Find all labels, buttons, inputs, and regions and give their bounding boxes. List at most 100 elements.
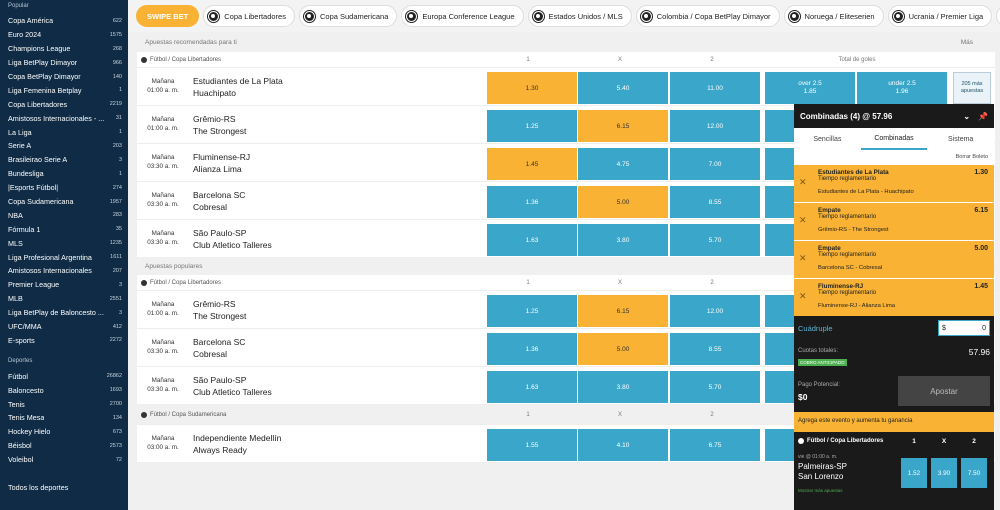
sidebar-item[interactable]: MLS 1235 [0, 236, 128, 250]
tab-combinadas[interactable]: Combinadas [860, 128, 928, 150]
sidebar-item[interactable]: Amistosos Internacionales 207 [0, 264, 128, 278]
sidebar-item[interactable]: Champions League 268 [0, 42, 128, 56]
odd-button[interactable]: 5.00 [578, 186, 668, 218]
league-tab[interactable]: Estados Unidos / MLS [527, 5, 632, 27]
odd-button[interactable]: 1.25 [487, 295, 577, 327]
match-teams[interactable]: Independiente Medellín Always Ready [193, 432, 281, 456]
league-tab[interactable]: Egipto / E [996, 5, 1000, 27]
clear-slip-button[interactable]: Borrar Boleto [955, 154, 988, 160]
match-teams[interactable]: Barcelona SC Cobresal [193, 336, 245, 360]
sidebar-item[interactable]: Tenis 2700 [0, 397, 128, 411]
odd-button-under[interactable]: under 2.5 1.96 [857, 72, 947, 104]
odd-button[interactable]: 6.15 [578, 110, 668, 142]
place-bet-button[interactable]: Apostar [898, 376, 990, 406]
odd-button[interactable]: 1.45 [487, 148, 577, 180]
sidebar-item[interactable]: Liga Profesional Argentina 1611 [0, 250, 128, 264]
sidebar-item[interactable]: Copa Sudamericana 1957 [0, 195, 128, 209]
sidebar-item[interactable]: Fórmula 1 35 [0, 222, 128, 236]
odd-button[interactable]: 1.52 [901, 458, 927, 488]
league-tab[interactable]: Noruega / Eliteserien [783, 5, 884, 27]
remove-selection-icon[interactable]: ✕ [799, 177, 807, 187]
sidebar-item[interactable]: Euro 2024 1575 [0, 28, 128, 42]
odd-button[interactable]: 6.75 [670, 429, 760, 461]
league-tab[interactable]: Colombia / Copa BetPlay Dimayor [635, 5, 780, 27]
sidebar-item[interactable]: |Esports Fútbol| 274 [0, 181, 128, 195]
odd-button[interactable]: 1.25 [487, 110, 577, 142]
sidebar-item[interactable]: Copa Libertadores 2219 [0, 97, 128, 111]
odd-button[interactable]: 4.75 [578, 148, 668, 180]
sidebar-item[interactable]: La Liga 1 [0, 125, 128, 139]
league-tab[interactable]: Ucrania / Premier Liga [887, 5, 993, 27]
sidebar-item[interactable]: Béisbol 2573 [0, 439, 128, 453]
sidebar-item[interactable]: UFC/MMA 412 [0, 320, 128, 334]
odd-button[interactable]: 1.36 [487, 333, 577, 365]
sidebar-item[interactable]: Hockey Hielo 673 [0, 425, 128, 439]
match-teams[interactable]: Barcelona SC Cobresal [193, 189, 245, 213]
sidebar-item[interactable]: Copa BetPlay Dimayor 140 [0, 70, 128, 84]
tab-sencillas[interactable]: Sencillas [813, 135, 842, 143]
sidebar-item-label: E-sports [8, 335, 35, 345]
chevron-down-icon[interactable]: ⌄ [963, 111, 971, 121]
odd-button[interactable]: 7.00 [670, 148, 760, 180]
sidebar-item-label: NBA [8, 210, 23, 220]
odd-button[interactable]: 3.80 [578, 224, 668, 256]
sidebar-item[interactable]: Copa América 622 [0, 14, 128, 28]
match-teams[interactable]: Grêmio-RS The Strongest [193, 298, 246, 322]
odd-button[interactable]: 3.90 [931, 458, 957, 488]
league-tab[interactable]: Europa Conference League [401, 5, 524, 27]
odd-button[interactable]: 5.70 [670, 224, 760, 256]
odd-button[interactable]: 5.00 [578, 333, 668, 365]
sidebar-item[interactable]: Tenis Mesa 134 [0, 411, 128, 425]
odd-button[interactable]: 8.55 [670, 186, 760, 218]
odd-button[interactable]: 1.63 [487, 224, 577, 256]
sidebar-item-label: Voleibol [8, 455, 34, 465]
league-tab[interactable]: Copa Libertadores [203, 5, 295, 27]
odd-button[interactable]: 5.40 [578, 72, 668, 104]
sidebar-item[interactable]: Liga BetPlay Dimayor 966 [0, 56, 128, 70]
odd-button[interactable]: 12.00 [670, 110, 760, 142]
odd-button[interactable]: 4.10 [578, 429, 668, 461]
match-teams[interactable]: Estudiantes de La Plata Huachipato [193, 75, 283, 99]
odd-button[interactable]: 5.70 [670, 371, 760, 403]
all-sports-link[interactable]: Todos los deportes [8, 483, 69, 492]
sidebar-item[interactable]: Voleibol 72 [0, 453, 128, 467]
remove-selection-icon[interactable]: ✕ [799, 215, 807, 225]
sidebar-item[interactable]: Premier League 3 [0, 278, 128, 292]
sidebar-item[interactable]: Brasileirao Serie A 3 [0, 153, 128, 167]
sidebar-item[interactable]: Liga BetPlay de Baloncesto ... 3 [0, 306, 128, 320]
odd-button[interactable]: 7.50 [961, 458, 987, 488]
odd-button[interactable]: 1.63 [487, 371, 577, 403]
odd-button[interactable]: 1.55 [487, 429, 577, 461]
more-link[interactable]: Más [960, 38, 973, 46]
remove-selection-icon[interactable]: ✕ [799, 253, 807, 263]
more-bets-button[interactable]: 205 más apuestas [953, 72, 991, 104]
sidebar-item[interactable]: MLB 2551 [0, 292, 128, 306]
sidebar-item[interactable]: Amistosos Internacionales - ... 31 [0, 111, 128, 125]
odd-button-over[interactable]: over 2.5 1.85 [765, 72, 855, 104]
sidebar-item[interactable]: Liga Femenina Betplay 1 [0, 83, 128, 97]
league-tab[interactable]: Copa Sudamericana [298, 5, 398, 27]
stake-input[interactable]: $ 0 [938, 320, 990, 336]
sidebar-item[interactable]: E-sports 2272 [0, 333, 128, 347]
odd-button[interactable]: 1.30 [487, 72, 577, 104]
sidebar-item[interactable]: Bundesliga 1 [0, 167, 128, 181]
pin-icon[interactable]: 📌 [978, 111, 988, 121]
odd-button[interactable]: 8.55 [670, 333, 760, 365]
odd-button[interactable]: 6.15 [578, 295, 668, 327]
match-teams[interactable]: São Paulo-SP Club Atletico Talleres [193, 227, 272, 251]
sidebar-item[interactable]: Fútbol 26862 [0, 369, 128, 383]
sidebar-item[interactable]: NBA 283 [0, 208, 128, 222]
match-teams[interactable]: Fluminense-RJ Alianza Lima [193, 151, 250, 175]
sidebar-item[interactable]: Baloncesto 1693 [0, 383, 128, 397]
match-teams[interactable]: Grêmio-RS The Strongest [193, 113, 246, 137]
tab-sistema[interactable]: Sistema [948, 135, 974, 143]
match-teams[interactable]: São Paulo-SP Club Atletico Talleres [193, 374, 272, 398]
sidebar-item[interactable]: Serie A 203 [0, 139, 128, 153]
odd-button[interactable]: 11.00 [670, 72, 760, 104]
remove-selection-icon[interactable]: ✕ [799, 291, 807, 301]
odd-button[interactable]: 3.80 [578, 371, 668, 403]
odd-button[interactable]: 1.36 [487, 186, 577, 218]
odd-button[interactable]: 12.00 [670, 295, 760, 327]
swipe-bet-tab[interactable]: SWIPE BET [136, 5, 200, 27]
show-more-bets-link[interactable]: Mostrar más apuestas [798, 488, 843, 493]
